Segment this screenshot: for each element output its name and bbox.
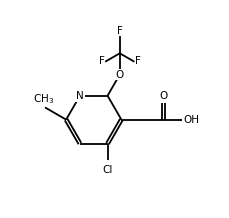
- Text: OH: OH: [182, 115, 198, 125]
- Text: F: F: [116, 26, 122, 36]
- Text: CH$_3$: CH$_3$: [33, 93, 54, 106]
- Text: F: F: [134, 56, 140, 66]
- Text: F: F: [99, 56, 104, 66]
- Text: N: N: [76, 91, 83, 101]
- Text: Cl: Cl: [102, 165, 112, 175]
- Text: O: O: [115, 70, 123, 80]
- Text: O: O: [159, 90, 167, 100]
